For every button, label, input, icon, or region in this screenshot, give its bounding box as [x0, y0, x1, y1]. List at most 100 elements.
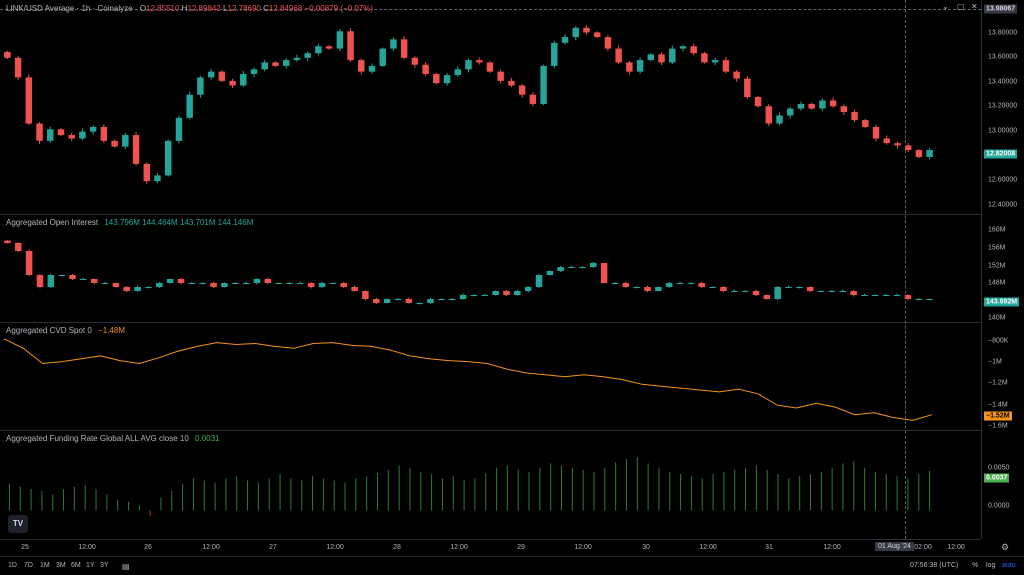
- funding-value: 0.0031: [195, 434, 220, 443]
- maximize-icon[interactable]: ▢: [957, 2, 965, 11]
- oi-candle: [231, 283, 239, 284]
- price-candle: [497, 71, 504, 81]
- oi-pane[interactable]: Aggregated Open Interest 143.796M 144.46…: [0, 215, 981, 323]
- auto-toggle[interactable]: auto: [1002, 562, 1016, 569]
- price-candle: [894, 143, 901, 146]
- close-icon[interactable]: ✕: [971, 2, 978, 11]
- oi-axis[interactable]: 160M 156M 152M 148M 143.692M 140M: [981, 215, 1024, 323]
- oi-tick: 156M: [988, 244, 1006, 252]
- oi-legend: Aggregated Open Interest 143.796M 144.46…: [6, 218, 253, 227]
- tradingview-logo[interactable]: TV: [8, 515, 28, 533]
- ohlc-close-label: C: [263, 4, 269, 13]
- time-label: 30: [642, 544, 650, 551]
- time-label: 12:00: [823, 544, 841, 551]
- price-candle: [561, 37, 569, 43]
- oi-candle: [297, 283, 304, 284]
- ohlc-change: −0.00879 (−0.07%): [304, 4, 374, 13]
- utc-clock[interactable]: 07:56:38 (UTC): [910, 562, 959, 569]
- price-candle: [358, 60, 365, 72]
- range-1m-button[interactable]: 1M: [40, 562, 50, 569]
- oi-candle: [362, 291, 369, 299]
- range-1d-button[interactable]: 1D: [8, 562, 17, 569]
- symbol-title: LINK/USD Average · 1h · Coinalyze: [6, 4, 133, 13]
- price-candle: [711, 60, 719, 63]
- oi-candle: [796, 287, 803, 288]
- funding-pane[interactable]: Aggregated Funding Rate Global ALL AVG c…: [0, 431, 981, 539]
- oi-candle: [405, 299, 413, 303]
- price-candle: [293, 57, 301, 61]
- ohlc-close: 12.84968: [268, 4, 303, 13]
- gear-icon[interactable]: ⚙: [1001, 542, 1010, 552]
- price-candle: [4, 51, 11, 58]
- price-candle: [626, 62, 633, 72]
- time-label: 12:00: [699, 544, 717, 551]
- oi-candle: [242, 283, 250, 284]
- oi-tick: 160M: [988, 226, 1006, 234]
- funding-tick: 0.0050: [988, 464, 1010, 472]
- oi-candle: [166, 279, 174, 283]
- price-candle: [122, 135, 129, 147]
- oi-candle: [926, 299, 933, 300]
- price-candle: [57, 129, 65, 136]
- oi-candle: [318, 283, 326, 287]
- price-candle: [25, 77, 33, 124]
- cvd-axis[interactable]: −800K −1M −1.2M −1.4M −1.52M −1.6M: [981, 323, 1024, 431]
- oi-candle: [785, 287, 792, 288]
- oi-candle: [307, 283, 315, 287]
- price-candle: [840, 106, 848, 112]
- cvd-pane[interactable]: Aggregated CVD Spot 0 −1.48M: [0, 323, 981, 431]
- range-6m-button[interactable]: 6M: [71, 562, 81, 569]
- price-candle: [411, 57, 419, 65]
- range-1y-button[interactable]: 1Y: [86, 562, 95, 569]
- cvd-legend: Aggregated CVD Spot 0 −1.48M: [6, 326, 125, 335]
- oi-candle: [611, 283, 619, 284]
- oi-candle: [416, 303, 423, 304]
- price-candle: [658, 54, 665, 63]
- oi-candle: [69, 275, 76, 279]
- price-candle: [197, 77, 204, 95]
- oi-candle: [817, 291, 825, 292]
- oi-candle: [806, 287, 814, 291]
- oi-candle: [828, 291, 836, 292]
- oi-candle: [763, 295, 771, 299]
- log-toggle[interactable]: log: [986, 562, 996, 569]
- price-tick: 12.60000: [988, 176, 1018, 184]
- price-candle: [679, 46, 687, 49]
- calendar-icon[interactable]: ▤: [122, 562, 130, 571]
- price-candle: [272, 62, 279, 66]
- price-candle: [551, 42, 558, 66]
- oi-candle: [221, 283, 228, 287]
- range-3y-button[interactable]: 3Y: [100, 562, 109, 569]
- percent-toggle[interactable]: %: [972, 562, 979, 569]
- cvd-tick: −1.2M: [988, 379, 1008, 387]
- time-label: 12:00: [326, 544, 344, 551]
- price-pane[interactable]: LINK/USD Average · 1h · Coinalyze O12.85…: [0, 0, 981, 215]
- price-axis[interactable]: 13.98067 13.80000 13.60000 13.40000 13.2…: [981, 0, 1024, 215]
- oi-candle: [655, 287, 662, 291]
- price-candle: [872, 126, 880, 139]
- oi-tick: 140M: [988, 314, 1006, 322]
- price-tick: 13.00000: [988, 127, 1018, 135]
- ohlc-high-label: H: [181, 4, 188, 13]
- oi-candle: [600, 263, 608, 283]
- price-candle: [904, 145, 912, 151]
- oi-candle: [36, 275, 44, 287]
- funding-axis[interactable]: 0.0050 0.0037 0.0000: [981, 431, 1024, 539]
- cvd-last-tag: −1.52M: [984, 411, 1012, 421]
- oi-candle: [557, 267, 564, 271]
- oi-candle: [264, 279, 272, 283]
- time-axis[interactable]: 25 12:00 26 12:00 27 12:00 28 12:00 29 1…: [0, 539, 981, 555]
- price-candle: [508, 80, 515, 86]
- price-candle: [926, 150, 933, 157]
- chevron-down-icon[interactable]: ⌄: [942, 2, 949, 11]
- range-3m-button[interactable]: 3M: [56, 562, 66, 569]
- oi-candle: [199, 283, 206, 284]
- oi-value: 143.701M: [179, 218, 216, 227]
- oi-candle: [872, 295, 879, 296]
- time-label: 12:00: [574, 544, 592, 551]
- price-candle: [733, 71, 740, 79]
- symbol-legend: LINK/USD Average · 1h · Coinalyze O12.85…: [6, 4, 373, 13]
- ohlc-open: 12.85510: [146, 4, 180, 13]
- range-7d-button[interactable]: 7D: [24, 562, 33, 569]
- price-candle: [915, 150, 923, 157]
